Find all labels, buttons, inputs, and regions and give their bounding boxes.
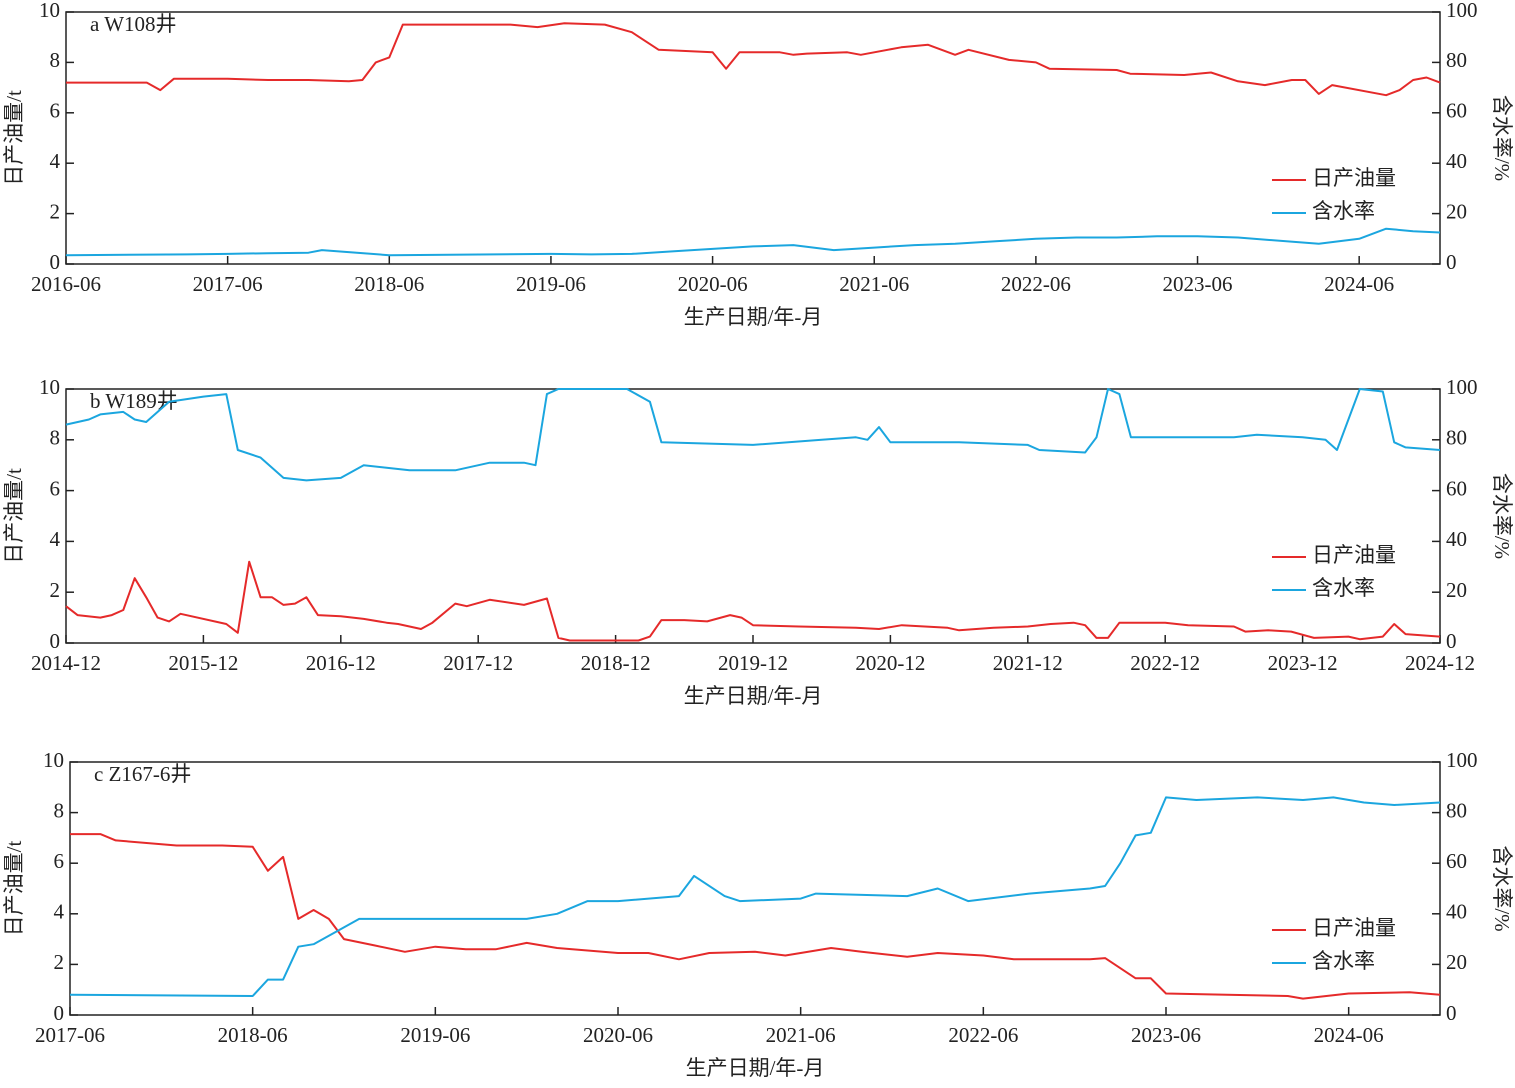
y2-tick-label: 40 — [1446, 527, 1467, 551]
x-tick-label: 2016-06 — [31, 272, 101, 296]
y-tick-label: 0 — [54, 1001, 65, 1025]
y-axis-label: 日产油量/t — [2, 841, 26, 937]
y2-tick-label: 100 — [1446, 0, 1478, 22]
x-tick-label: 2017-06 — [193, 272, 263, 296]
y2-tick-label: 0 — [1446, 629, 1457, 653]
y-tick-label: 4 — [54, 900, 65, 924]
x-tick-label: 2019-12 — [718, 651, 788, 675]
y-tick-label: 2 — [50, 578, 61, 602]
y2-tick-label: 60 — [1446, 849, 1467, 873]
x-tick-label: 2024-06 — [1324, 272, 1394, 296]
y2-tick-label: 40 — [1446, 900, 1467, 924]
y2-axis-label: 含水率/% — [1490, 473, 1514, 559]
x-tick-label: 2021-06 — [839, 272, 909, 296]
plot-frame — [69, 761, 1441, 1016]
y-tick-label: 10 — [43, 748, 64, 772]
x-tick-label: 2023-06 — [1163, 272, 1233, 296]
y2-tick-label: 0 — [1446, 1001, 1457, 1025]
panel-title: c Z167-6井 — [94, 762, 191, 786]
panel-title: a W108井 — [90, 12, 177, 36]
y-axis-label: 日产油量/t — [2, 90, 26, 186]
x-tick-label: 2014-12 — [31, 651, 101, 675]
series-line — [66, 22, 1441, 97]
y2-tick-label: 20 — [1446, 578, 1467, 602]
legend-label: 日产油量 — [1312, 166, 1396, 190]
x-tick-label: 2022-06 — [948, 1023, 1018, 1047]
y2-axis-label: 含水率/% — [1490, 95, 1514, 181]
y-tick-label: 8 — [50, 426, 61, 450]
x-tick-label: 2017-06 — [35, 1023, 105, 1047]
y2-tick-label: 80 — [1446, 426, 1467, 450]
plot-frame — [65, 11, 1441, 265]
x-tick-label: 2023-12 — [1268, 651, 1338, 675]
legend-label: 含水率 — [1312, 576, 1375, 600]
series-line — [65, 560, 1441, 642]
x-axis-label: 生产日期/年-月 — [686, 1056, 825, 1080]
x-tick-label: 2018-06 — [354, 272, 424, 296]
y2-tick-label: 60 — [1446, 99, 1467, 123]
x-tick-label: 2023-06 — [1131, 1023, 1201, 1047]
y-axis-label: 日产油量/t — [2, 468, 26, 564]
x-tick-label: 2022-12 — [1130, 651, 1200, 675]
series-line — [69, 796, 1441, 997]
x-tick-label: 2021-12 — [993, 651, 1063, 675]
y2-tick-label: 80 — [1446, 798, 1467, 822]
x-tick-label: 2018-12 — [581, 651, 651, 675]
legend-label: 含水率 — [1312, 949, 1375, 973]
x-tick-label: 2016-12 — [306, 651, 376, 675]
y-tick-label: 6 — [50, 476, 61, 500]
x-tick-label: 2017-12 — [443, 651, 513, 675]
x-tick-label: 2020-12 — [855, 651, 925, 675]
y-tick-label: 8 — [54, 798, 65, 822]
y2-tick-label: 100 — [1446, 375, 1478, 399]
x-tick-label: 2021-06 — [766, 1023, 836, 1047]
y-tick-label: 0 — [50, 250, 61, 274]
y2-tick-label: 0 — [1446, 250, 1457, 274]
x-tick-label: 2019-06 — [400, 1023, 470, 1047]
plot-frame — [65, 388, 1441, 644]
y-tick-label: 2 — [54, 950, 65, 974]
y-tick-label: 4 — [50, 527, 61, 551]
y-tick-label: 0 — [50, 629, 61, 653]
panel-title: b W189井 — [90, 389, 178, 413]
x-tick-label: 2020-06 — [583, 1023, 653, 1047]
x-tick-label: 2015-12 — [168, 651, 238, 675]
y-tick-label: 2 — [50, 199, 61, 223]
y2-tick-label: 20 — [1446, 199, 1467, 223]
x-tick-label: 2024-06 — [1314, 1023, 1384, 1047]
legend-label: 含水率 — [1312, 199, 1375, 223]
x-axis-label: 生产日期/年-月 — [684, 684, 823, 708]
y2-tick-label: 80 — [1446, 48, 1467, 72]
x-tick-label: 2020-06 — [678, 272, 748, 296]
series-line — [65, 388, 1441, 482]
x-tick-label: 2018-06 — [218, 1023, 288, 1047]
y2-tick-label: 20 — [1446, 950, 1467, 974]
y2-tick-label: 60 — [1446, 476, 1467, 500]
legend-label: 日产油量 — [1312, 543, 1396, 567]
y-tick-label: 4 — [50, 149, 61, 173]
y-tick-label: 6 — [50, 99, 61, 123]
x-axis-label: 生产日期/年-月 — [684, 305, 823, 329]
series-line — [65, 227, 1441, 257]
series-line — [70, 833, 1441, 1000]
y-tick-label: 8 — [50, 48, 61, 72]
y-tick-label: 6 — [54, 849, 65, 873]
y2-tick-label: 100 — [1446, 748, 1478, 772]
y-tick-label: 10 — [39, 375, 60, 399]
y-tick-label: 10 — [39, 0, 60, 22]
x-tick-label: 2024-12 — [1405, 651, 1475, 675]
legend-label: 日产油量 — [1312, 916, 1396, 940]
y2-axis-label: 含水率/% — [1490, 845, 1514, 931]
y2-tick-label: 40 — [1446, 149, 1467, 173]
x-tick-label: 2019-06 — [516, 272, 586, 296]
x-tick-label: 2022-06 — [1001, 272, 1071, 296]
